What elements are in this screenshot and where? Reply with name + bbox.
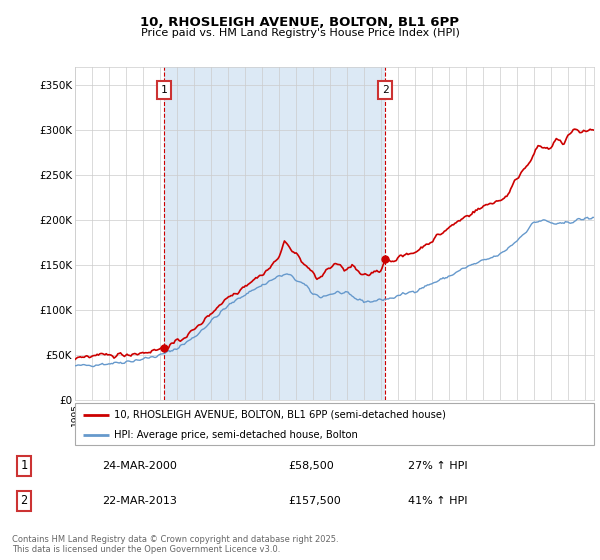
Text: HPI: Average price, semi-detached house, Bolton: HPI: Average price, semi-detached house,… <box>114 430 358 440</box>
Text: 27% ↑ HPI: 27% ↑ HPI <box>408 461 467 471</box>
Text: 10, RHOSLEIGH AVENUE, BOLTON, BL1 6PP (semi-detached house): 10, RHOSLEIGH AVENUE, BOLTON, BL1 6PP (s… <box>114 410 446 420</box>
Text: 24-MAR-2000: 24-MAR-2000 <box>102 461 177 471</box>
Text: Contains HM Land Registry data © Crown copyright and database right 2025.
This d: Contains HM Land Registry data © Crown c… <box>12 535 338 554</box>
Text: Price paid vs. HM Land Registry's House Price Index (HPI): Price paid vs. HM Land Registry's House … <box>140 28 460 38</box>
Text: 10, RHOSLEIGH AVENUE, BOLTON, BL1 6PP: 10, RHOSLEIGH AVENUE, BOLTON, BL1 6PP <box>140 16 460 29</box>
Text: £157,500: £157,500 <box>288 496 341 506</box>
Text: 2: 2 <box>20 494 28 507</box>
Text: 2: 2 <box>382 85 389 95</box>
Bar <box>164 67 385 400</box>
Text: 41% ↑ HPI: 41% ↑ HPI <box>408 496 467 506</box>
Text: 1: 1 <box>20 459 28 473</box>
Text: £58,500: £58,500 <box>288 461 334 471</box>
Text: 22-MAR-2013: 22-MAR-2013 <box>102 496 177 506</box>
FancyBboxPatch shape <box>75 403 594 445</box>
Text: 1: 1 <box>161 85 167 95</box>
